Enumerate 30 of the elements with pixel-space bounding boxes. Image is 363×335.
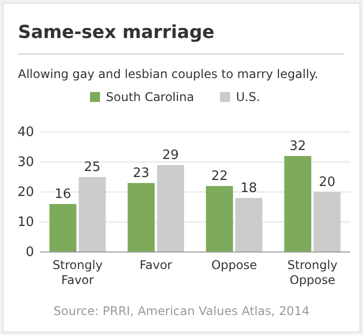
chart-title: Same-sex marriage	[18, 22, 214, 43]
x-tick-label: Strongly Oppose	[287, 258, 338, 287]
bar	[49, 204, 76, 252]
bar	[284, 156, 312, 252]
y-tick-label: 30	[17, 155, 34, 170]
source-note: Source: PRRI, American Values Atlas, 2014	[54, 304, 310, 318]
y-tick-label: 0	[26, 245, 34, 260]
data-label: 20	[318, 175, 336, 190]
bar	[78, 177, 106, 252]
y-tick-label: 10	[17, 215, 34, 230]
x-tick-label: Strongly Favor	[52, 258, 103, 287]
y-tick-label: 40	[17, 125, 34, 140]
data-label: 23	[132, 166, 150, 181]
x-tick-label: Oppose	[211, 258, 257, 272]
legend-label: South Carolina	[106, 90, 194, 104]
data-label: 29	[162, 148, 179, 163]
legend-label: U.S.	[236, 90, 260, 104]
x-tick-label: Favor	[140, 258, 172, 272]
data-label: 22	[211, 169, 228, 184]
data-label: 16	[54, 187, 72, 202]
data-label: 18	[240, 181, 258, 196]
bar	[128, 183, 155, 252]
bar	[235, 198, 262, 252]
y-tick-label: 20	[17, 185, 34, 200]
bar	[206, 186, 233, 252]
bar	[314, 192, 341, 252]
data-label: 25	[84, 160, 101, 175]
chart-subtitle: Allowing gay and lesbian couples to marry legally.	[18, 67, 318, 81]
bar	[157, 165, 184, 252]
data-label: 32	[289, 139, 306, 154]
